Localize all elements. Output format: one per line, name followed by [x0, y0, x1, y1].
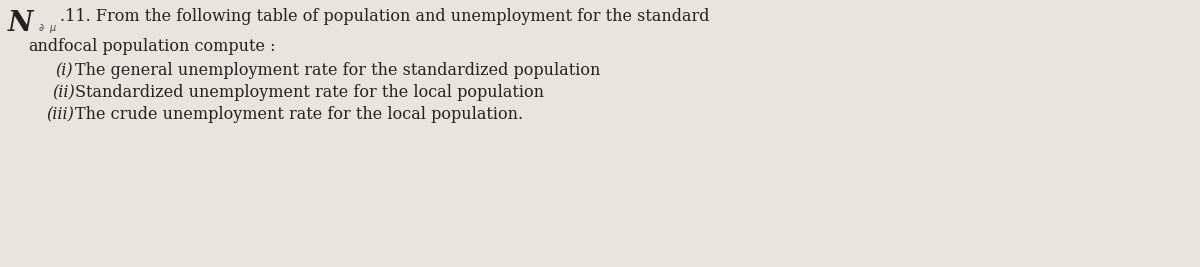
Text: (ii): (ii) — [52, 84, 74, 101]
Text: (i): (i) — [55, 62, 73, 79]
Text: and: and — [28, 38, 58, 55]
Text: N: N — [8, 10, 34, 37]
Text: Standardized unemployment rate for the local population: Standardized unemployment rate for the l… — [74, 84, 544, 101]
Text: .11. From the following table of population and unemployment for the standard: .11. From the following table of populat… — [60, 8, 709, 25]
Text: focal population compute :: focal population compute : — [58, 38, 276, 55]
Text: (iii): (iii) — [46, 106, 74, 123]
Text: The general unemployment rate for the standardized population: The general unemployment rate for the st… — [74, 62, 600, 79]
Text: The crude unemployment rate for the local population.: The crude unemployment rate for the loca… — [74, 106, 523, 123]
Text: $\partial$  $\mu$: $\partial$ $\mu$ — [38, 22, 58, 35]
